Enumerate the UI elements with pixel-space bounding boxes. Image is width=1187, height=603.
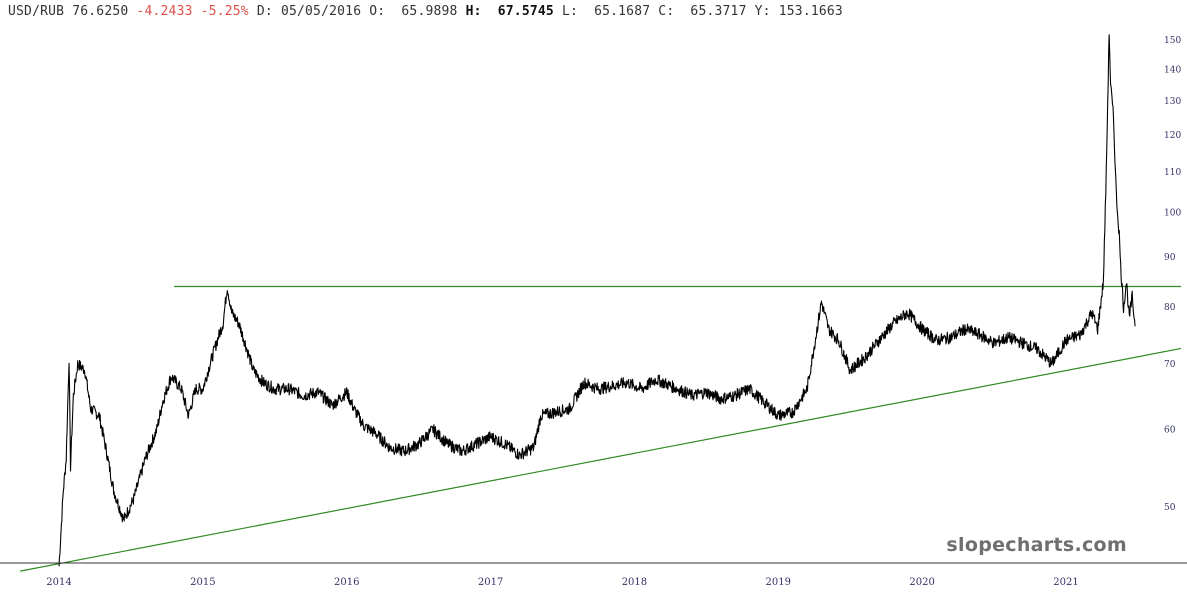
close-label: C: [658, 4, 675, 19]
open-value: 65.9898 [401, 4, 458, 19]
y-label: Y: [754, 4, 771, 19]
low-value: 65.1687 [594, 4, 651, 19]
watermark: slopecharts.com [946, 534, 1127, 556]
x-tick-label: 2017 [478, 577, 503, 588]
x-tick-label: 2021 [1053, 577, 1078, 588]
x-axis: 2014 2015 2016 2017 2018 2019 2020 2021 [46, 577, 1078, 588]
support-trendline [20, 347, 1182, 572]
y-tick-label: 150 [1164, 36, 1181, 46]
x-tick-label: 2020 [909, 577, 934, 588]
close-value: 65.3717 [690, 4, 747, 19]
x-tick-label: 2015 [190, 577, 215, 588]
y-tick-label: 100 [1164, 208, 1181, 218]
y-tick-label: 140 [1164, 65, 1181, 75]
y-tick-label: 60 [1164, 425, 1176, 435]
quote-header: USD/RUB 76.6250 -4.2433 -5.25% D: 05/05/… [8, 4, 843, 19]
y-tick-label: 70 [1164, 360, 1176, 370]
y-tick-label: 120 [1164, 131, 1181, 141]
last-price: 76.6250 [72, 4, 129, 19]
price-change-percent: -5.25% [200, 4, 249, 19]
date-label: D: [256, 4, 273, 19]
y-tick-label: 80 [1164, 303, 1176, 313]
y-tick-label: 130 [1164, 97, 1181, 107]
price-series-layer [58, 34, 1136, 567]
y-tick-label: 50 [1164, 503, 1176, 513]
low-label: L: [561, 4, 579, 19]
trendline-layer [20, 285, 1182, 572]
date-value: 05/05/2016 [280, 4, 362, 19]
price-line [58, 34, 1136, 567]
x-tick-label: 2014 [46, 577, 71, 588]
symbol: USD/RUB [8, 4, 65, 19]
x-tick-label: 2018 [622, 577, 647, 588]
y-axis: 50 60 70 80 90 100 110 120 130 140 150 [1164, 36, 1181, 513]
high-label: H: [465, 4, 482, 19]
y-value: 153.1663 [778, 4, 843, 19]
open-label: O: [369, 4, 386, 19]
x-tick-label: 2016 [334, 577, 359, 588]
high-value: 67.5745 [497, 4, 554, 19]
x-tick-label: 2019 [766, 577, 791, 588]
y-tick-label: 90 [1164, 253, 1176, 263]
y-tick-label: 110 [1164, 168, 1181, 178]
price-change: -4.2433 [136, 4, 193, 19]
